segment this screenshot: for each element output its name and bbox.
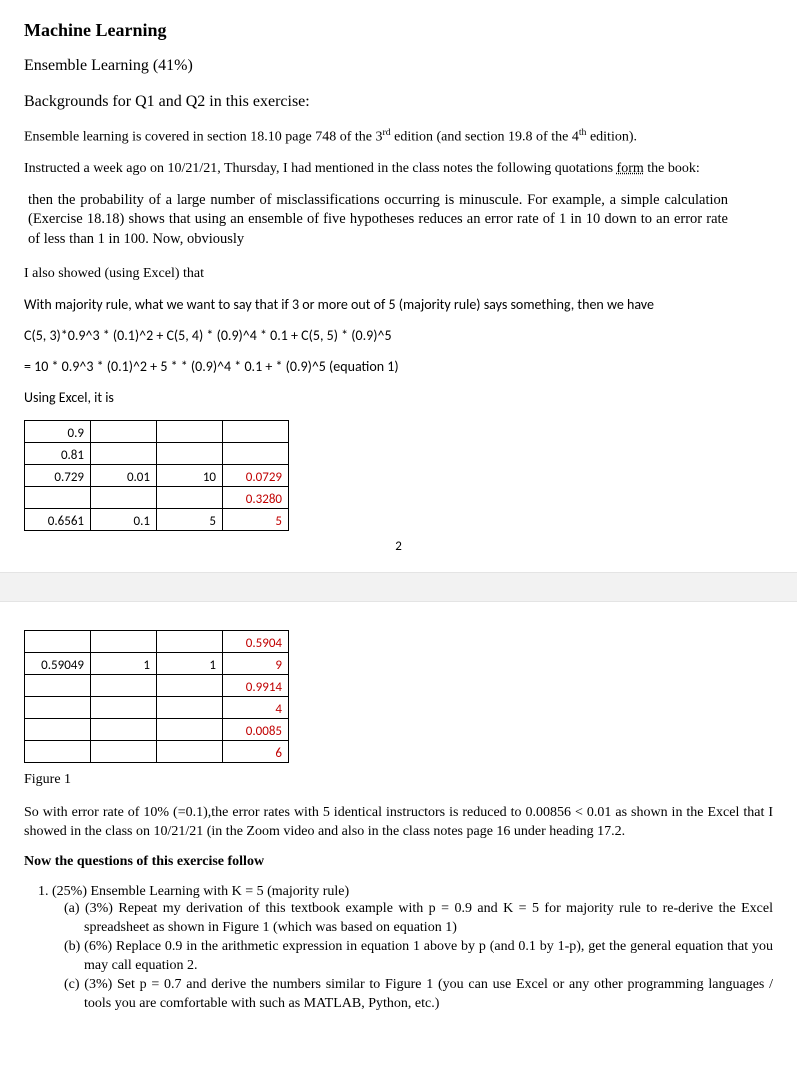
using-excel-text: Using Excel, it is: [24, 389, 773, 408]
table-cell: [157, 420, 223, 442]
table-cell: [157, 486, 223, 508]
now-questions-heading: Now the questions of this exercise follo…: [24, 853, 773, 872]
sup-3rd: rd: [382, 127, 390, 138]
also-showed: I also showed (using Excel) that: [24, 265, 773, 284]
table-cell: [25, 696, 91, 718]
table-cell: 0.1: [91, 508, 157, 530]
intro1-a: Ensemble learning is covered in section …: [24, 130, 382, 145]
table-cell: [91, 674, 157, 696]
table-cell: [25, 486, 91, 508]
q1c: (c) (3%) Set p = 0.7 and derive the numb…: [64, 976, 773, 1014]
table-cell: [91, 486, 157, 508]
summary-paragraph: So with error rate of 10% (=0.1),the err…: [24, 804, 773, 842]
table-cell: 0.81: [25, 442, 91, 464]
table-cell: [157, 442, 223, 464]
table-cell: [223, 442, 289, 464]
table-cell: 0.3280: [223, 486, 289, 508]
table-cell: [25, 718, 91, 740]
table-cell: 5: [223, 508, 289, 530]
table-cell: 0.729: [25, 464, 91, 486]
table-cell: [25, 740, 91, 762]
intro2-a: Instructed a week ago on 10/21/21, Thurs…: [24, 161, 617, 176]
equation-line-2: = 10 * 0.9^3 * (0.1)^2 + 5 * * (0.9)^4 *…: [24, 358, 773, 377]
table-cell: 6: [223, 740, 289, 762]
majority-rule-text: With majority rule, what we want to say …: [24, 296, 773, 315]
table-cell: [91, 442, 157, 464]
table-cell: 9: [223, 652, 289, 674]
table-cell: [91, 420, 157, 442]
page-break: [0, 572, 797, 602]
table-cell: 0.5904: [223, 630, 289, 652]
figure-1-caption: Figure 1: [24, 771, 773, 790]
table-cell: [91, 630, 157, 652]
table-cell: 0.9: [25, 420, 91, 442]
table-cell: [223, 420, 289, 442]
table-cell: [25, 674, 91, 696]
table-cell: 0.01: [91, 464, 157, 486]
intro1-c: edition).: [586, 130, 637, 145]
intro2-b: the book:: [644, 161, 700, 176]
table-cell: [91, 696, 157, 718]
intro-paragraph-1: Ensemble learning is covered in section …: [24, 126, 773, 148]
table-cell: [91, 718, 157, 740]
question-list: (25%) Ensemble Learning with K = 5 (majo…: [52, 884, 773, 1013]
book-quote: then the probability of a large number o…: [28, 191, 728, 250]
table-cell: [157, 674, 223, 696]
q1a: (a) (3%) Repeat my derivation of this te…: [64, 900, 773, 938]
question-1: (25%) Ensemble Learning with K = 5 (majo…: [52, 884, 773, 1013]
table-cell: 4: [223, 696, 289, 718]
table-cell: [157, 740, 223, 762]
table-cell: [25, 630, 91, 652]
q1-text: (25%) Ensemble Learning with K = 5 (majo…: [52, 884, 349, 899]
table-cell: 1: [157, 652, 223, 674]
table-cell: [157, 696, 223, 718]
table-cell: 0.59049: [25, 652, 91, 674]
section-heading-backgrounds: Backgrounds for Q1 and Q2 in this exerci…: [24, 91, 773, 113]
table-cell: 5: [157, 508, 223, 530]
table-cell: 1: [91, 652, 157, 674]
table-cell: 0.0729: [223, 464, 289, 486]
q1b: (b) (6%) Replace 0.9 in the arithmetic e…: [64, 938, 773, 976]
table-cell: [157, 718, 223, 740]
table-cell: 0.0085: [223, 718, 289, 740]
intro1-b: edition (and section 19.8 of the 4: [391, 130, 579, 145]
table-cell: 10: [157, 464, 223, 486]
table-cell: [157, 630, 223, 652]
section-heading-ensemble: Ensemble Learning (41%): [24, 55, 773, 77]
excel-table-2: 0.59040.590491190.991440.00856: [24, 630, 289, 763]
excel-table-1: 0.90.810.7290.01100.07290.32800.65610.15…: [24, 420, 289, 531]
table-cell: 0.6561: [25, 508, 91, 530]
intro-paragraph-2: Instructed a week ago on 10/21/21, Thurs…: [24, 160, 773, 179]
table-cell: 0.9914: [223, 674, 289, 696]
page-title: Machine Learning: [24, 20, 773, 41]
intro2-form-underline: form: [617, 161, 644, 176]
equation-line-1: C(5, 3)*0.9^3 * (0.1)^2 + C(5, 4) * (0.9…: [24, 327, 773, 346]
page-number: 2: [24, 539, 773, 554]
table-cell: [91, 740, 157, 762]
